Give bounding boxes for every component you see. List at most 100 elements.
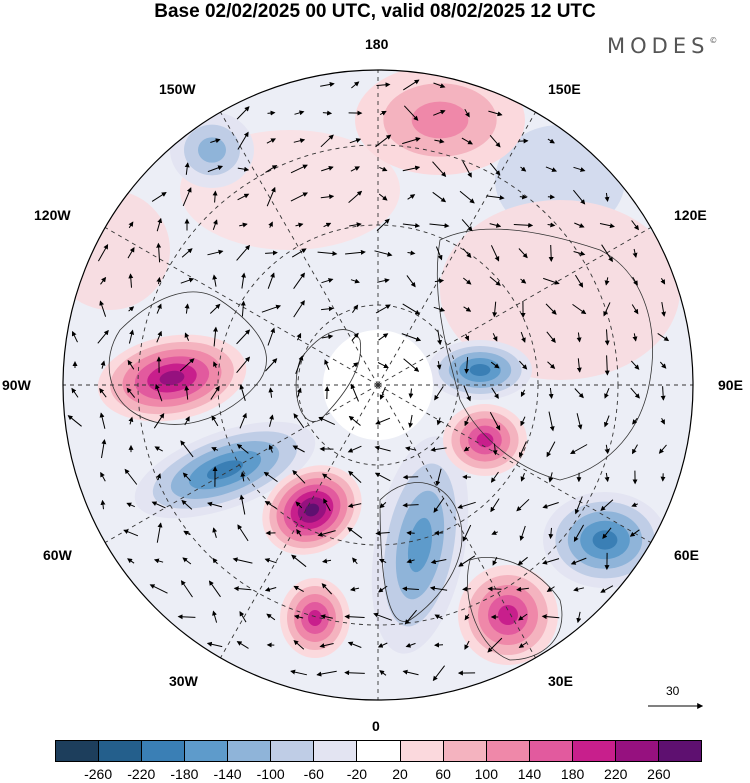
- wind-arrow: [547, 138, 555, 144]
- wind-arrow: [293, 413, 305, 429]
- wind-arrow: [184, 416, 190, 426]
- wind-arrow: [293, 585, 304, 593]
- wind-arrow: [548, 244, 554, 262]
- wind-arrow: [349, 222, 362, 228]
- wind-arrow: [402, 137, 421, 145]
- wind-arrow: [632, 444, 638, 455]
- lon-label-120w: 120W: [34, 207, 71, 223]
- wind-arrow: [71, 387, 79, 398]
- wind-arrow: [321, 278, 334, 284]
- wind-arrow: [433, 109, 446, 116]
- anomaly-contour: [469, 364, 491, 376]
- wind-arrow: [263, 471, 278, 483]
- colorbar-swatch: [528, 741, 572, 761]
- wind-arrow: [321, 473, 332, 481]
- wind-arrow: [377, 362, 389, 368]
- wind-arrow: [458, 555, 476, 567]
- colorbar-swatch: [141, 741, 185, 761]
- colorbar-tick-label: 100: [474, 766, 499, 782]
- anomaly-contour: [198, 137, 226, 163]
- wind-arrow: [604, 192, 610, 202]
- wind-arrow: [269, 414, 274, 427]
- colorbar-tick-label: -220: [127, 766, 156, 782]
- wind-arrow: [184, 385, 190, 400]
- colorbar-tick-label: -260: [84, 766, 113, 782]
- wind-arrow: [547, 222, 556, 228]
- colorbar-swatch: [399, 741, 443, 761]
- wind-arrow: [180, 440, 194, 458]
- wind-arrow: [490, 471, 499, 483]
- lon-label-120e: 120E: [674, 207, 707, 223]
- wind-arrow: [350, 586, 360, 592]
- wind-arrow: [630, 360, 640, 370]
- colorbar-tick-label: 260: [647, 766, 671, 782]
- wind-arrow: [464, 109, 470, 118]
- wind-arrow: [240, 300, 246, 317]
- wind-arrow: [264, 558, 277, 564]
- wind-arrow: [401, 333, 422, 342]
- colorbar-swatch: [98, 741, 142, 761]
- wind-arrow: [492, 556, 498, 566]
- wind-arrow: [548, 472, 554, 483]
- wind-arrow: [403, 105, 419, 121]
- wind-arrow: [347, 445, 362, 453]
- lon-label-150w: 150W: [159, 81, 196, 97]
- colorbar-swatch: [56, 741, 99, 761]
- map-boundary: [62, 69, 694, 701]
- wind-arrow: [181, 248, 193, 258]
- wind-arrow: [375, 304, 391, 314]
- colorbar: [55, 740, 702, 762]
- wind-arrow: [319, 643, 334, 649]
- wind-arrow: [435, 246, 443, 261]
- wind-arrow: [573, 524, 585, 542]
- wind-arrow: [548, 527, 554, 540]
- wind-arrow: [344, 670, 365, 676]
- wind-arrow: [402, 303, 421, 315]
- wind-arrow: [207, 249, 224, 256]
- wind-arrow: [376, 218, 390, 232]
- wind-arrow: [408, 388, 414, 399]
- wind-arrow: [489, 412, 501, 431]
- wind-arrow: [128, 416, 134, 425]
- wind-arrow: [457, 501, 476, 509]
- wind-arrow: [408, 414, 414, 428]
- wind-arrow: [434, 386, 444, 401]
- wind-arrow: [180, 580, 193, 598]
- wind-arrow: [516, 498, 530, 512]
- wind-arrow: [347, 641, 362, 648]
- lon-label-30e: 30E: [548, 673, 573, 689]
- anomaly-contour: [411, 101, 469, 139]
- wind-arrow: [632, 248, 638, 258]
- wind-arrow: [570, 557, 587, 565]
- wind-arrow: [149, 584, 168, 594]
- coastline-path: [379, 482, 463, 622]
- wind-arrow: [463, 306, 472, 312]
- wind-arrow: [487, 637, 503, 653]
- wind-arrow: [520, 416, 526, 427]
- wind-arrow: [520, 166, 527, 172]
- wind-arrow: [239, 611, 247, 623]
- wind-arrow: [546, 331, 556, 343]
- wind-arrow: [322, 558, 332, 564]
- wind-arrow: [290, 669, 308, 676]
- wind-arrow: [631, 220, 640, 231]
- colorbar-tick-label: -180: [170, 766, 199, 782]
- wind-arrow: [100, 499, 106, 510]
- wind-arrow: [71, 330, 78, 343]
- wind-arrow: [464, 416, 470, 427]
- wind-arrow: [629, 529, 640, 537]
- wind-arrow: [659, 361, 667, 369]
- wind-arrow: [180, 277, 195, 284]
- wind-arrow: [542, 558, 560, 565]
- wind-arrow: [236, 356, 251, 374]
- wind-arrow: [518, 613, 528, 621]
- wind-arrow: [375, 417, 391, 425]
- wind-arrow: [576, 413, 583, 430]
- wind-arrow: [348, 415, 361, 426]
- wind-arrow: [433, 497, 445, 513]
- wind-arrow: [516, 586, 529, 592]
- wind-arrow: [237, 131, 249, 150]
- light-anomaly-region: [440, 200, 680, 380]
- wind-arrow: [179, 358, 195, 372]
- wind-arrow: [124, 468, 138, 485]
